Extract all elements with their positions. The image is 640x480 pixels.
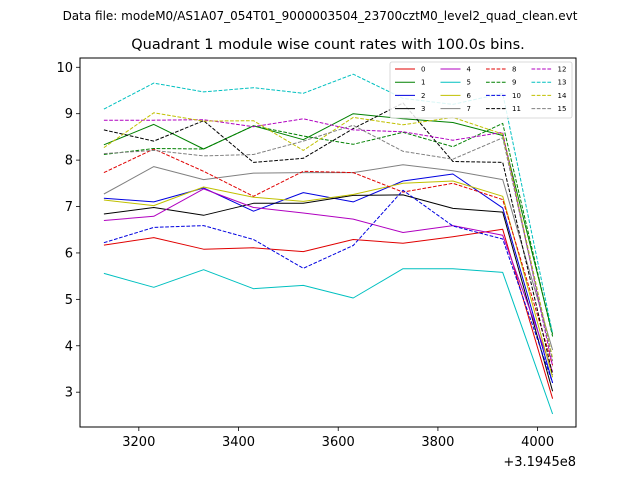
- x-tick-label-3600: 3600: [322, 435, 355, 450]
- y-tick-label-4: 4: [65, 339, 73, 354]
- legend-label-9: 9: [512, 79, 516, 87]
- series-line-1: [103, 113, 554, 335]
- series-line-5: [103, 268, 554, 415]
- legend-label-0: 0: [421, 66, 425, 74]
- series-line-3: [103, 194, 554, 392]
- series-line-14: [103, 112, 554, 359]
- series-line-15: [103, 124, 554, 362]
- y-tick-label-3: 3: [65, 386, 73, 401]
- series-line-2: [103, 173, 554, 384]
- legend-label-13: 13: [558, 79, 567, 87]
- x-tick-label-3800: 3800: [421, 435, 454, 450]
- series-line-10: [103, 189, 554, 384]
- legend-label-6: 6: [467, 92, 472, 100]
- x-tick-label-3400: 3400: [222, 435, 255, 450]
- legend-label-12: 12: [558, 66, 567, 74]
- legend-label-11: 11: [512, 105, 521, 113]
- series-line-0: [103, 228, 554, 399]
- figure-suptitle: Data file: modeM0/AS1A07_054T01_90000035…: [63, 9, 578, 23]
- plot-area: [103, 73, 554, 415]
- y-tick-label-9: 9: [65, 107, 73, 122]
- y-tick-label-10: 10: [56, 61, 73, 76]
- legend-label-4: 4: [467, 66, 472, 74]
- legend-label-14: 14: [558, 92, 567, 100]
- legend-label-1: 1: [421, 79, 425, 87]
- legend-label-10: 10: [512, 92, 521, 100]
- y-tick-label-7: 7: [65, 200, 73, 215]
- legend-box: [389, 61, 573, 119]
- series-line-8: [103, 148, 554, 366]
- x-axis-offset-label: +3.1945e8: [503, 455, 576, 470]
- series-line-7: [103, 164, 554, 351]
- y-tick-label-5: 5: [65, 293, 73, 308]
- legend-label-5: 5: [467, 79, 471, 87]
- legend-label-3: 3: [421, 105, 425, 113]
- y-tick-label-8: 8: [65, 154, 73, 169]
- series-line-6: [103, 180, 554, 378]
- y-tick-label-6: 6: [65, 246, 73, 261]
- x-tick-label-4000: 4000: [521, 435, 554, 450]
- legend-label-2: 2: [421, 92, 425, 100]
- x-tick-label-3200: 3200: [122, 435, 155, 450]
- series-line-4: [103, 188, 554, 372]
- series-line-12: [103, 118, 554, 367]
- legend-label-8: 8: [512, 66, 516, 74]
- series-line-11: [103, 102, 554, 375]
- series-line-9: [103, 122, 554, 337]
- chart-title: Quadrant 1 module wise count rates with …: [131, 37, 525, 53]
- legend-label-7: 7: [467, 105, 471, 113]
- plot-frame: [79, 57, 577, 428]
- legend-label-15: 15: [558, 105, 567, 113]
- series-line-13: [103, 73, 554, 334]
